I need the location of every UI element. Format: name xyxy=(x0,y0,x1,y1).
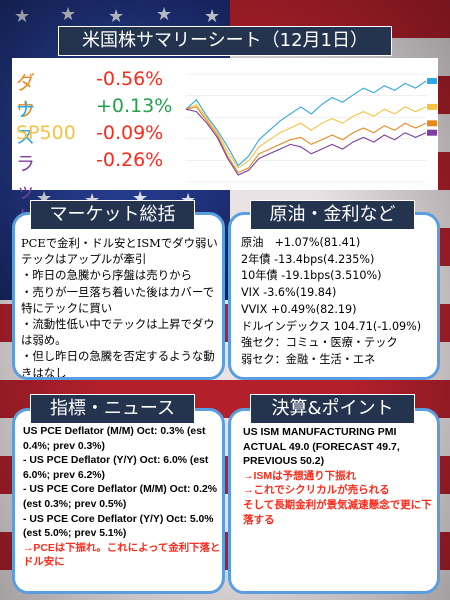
index-summary-panel: ダウ -0.56% ナス +0.13% SP500 -0.09% ラッセル -0… xyxy=(12,58,438,256)
market-summary-header: マーケット総括 xyxy=(30,200,195,230)
rates-box: 原油 +1.07%(81.41) 2年債 -13.4bps(4.235%) 10… xyxy=(228,212,440,380)
page-title: 米国株サマリーシート（12月1日） xyxy=(58,26,392,56)
index-change: -0.26% xyxy=(96,149,164,171)
star-icon: ★ xyxy=(108,6,124,27)
chart-series-line xyxy=(185,106,427,174)
star-icon: ★ xyxy=(60,4,76,25)
rates-line: VVIX +0.49%(82.19) xyxy=(241,302,357,316)
chart-series-line xyxy=(185,108,427,176)
earnings-note: →ISMは予想通り下振れ xyxy=(243,469,357,482)
star-icon: ★ xyxy=(156,4,172,25)
market-summary-text: PCEで金利・ドル安とISMでダウ弱いテックはアップルが牽引 ・昨日の急騰から序… xyxy=(21,235,221,380)
rates-header: 原油・金利など xyxy=(250,200,415,230)
market-line: ・昨日の急騰から序盤は売りから xyxy=(21,268,192,283)
market-line: ・但し昨日の急騰を否定するような動きはなし xyxy=(21,349,215,380)
news-line: - US PCE Core Deflator (Y/Y) Oct: 5.0% (… xyxy=(23,513,214,540)
rates-line: ドルインデックス 104.71(-1.09%) xyxy=(241,319,422,333)
news-text: US PCE Deflator (M/M) Oct: 0.3% (est 0.4… xyxy=(23,425,222,571)
rates-line: VIX -3.6%(19.84) xyxy=(241,286,337,300)
rates-text: 原油 +1.07%(81.41) 2年債 -13.4bps(4.235%) 10… xyxy=(241,235,437,369)
news-line: - US PCE Deflator (Y/Y) Oct: 6.0% (est 6… xyxy=(23,455,209,481)
news-note: →PCEは下振れ。これによって金利下落とドル安に xyxy=(23,542,221,569)
news-box: US PCE Deflator (M/M) Oct: 0.3% (est 0.4… xyxy=(12,408,225,594)
chart-series-end-marker xyxy=(427,120,437,127)
index-change: -0.09% xyxy=(96,122,164,144)
earnings-line: US ISM MANUFACTURING PMI ACTUAL 49.0 (FO… xyxy=(243,426,400,468)
earnings-note: そして長期金利が景気減速懸念で更に下落する xyxy=(243,498,432,526)
chart-series-line xyxy=(185,103,427,169)
chart-series-end-marker xyxy=(427,103,437,110)
index-line-chart xyxy=(182,64,438,190)
market-line: PCEで金利・ドル安とISMでダウ弱いテックはアップルが牽引 xyxy=(21,236,218,267)
index-name: SP500 xyxy=(16,122,76,144)
chart-series-end-marker xyxy=(427,78,437,85)
star-icon: ★ xyxy=(204,6,220,27)
star-icon: ★ xyxy=(14,6,30,27)
earnings-text: US ISM MANUFACTURING PMI ACTUAL 49.0 (FO… xyxy=(243,425,437,527)
news-line: - US PCE Core Deflator (M/M) Oct: 0.2% (… xyxy=(23,484,217,510)
chart-series-end-marker xyxy=(427,129,437,136)
rates-line: 原油 +1.07%(81.41) xyxy=(241,236,361,249)
market-line: ・売りが一旦落ち着いた後はカバーで特にテックに買い xyxy=(21,284,214,315)
market-summary-box: PCEで金利・ドル安とISMでダウ弱いテックはアップルが牽引 ・昨日の急騰から序… xyxy=(12,212,225,380)
news-header: 指標・ニュース xyxy=(30,394,195,424)
index-name: ダウ xyxy=(16,72,36,121)
rates-line: 弱セク：金融・生活・エネ xyxy=(241,352,376,366)
earnings-header: 決算&ポイント xyxy=(250,394,415,424)
index-change: +0.13% xyxy=(96,95,173,117)
index-change: -0.56% xyxy=(96,68,164,90)
rates-line: 2年債 -13.4bps(4.235%) xyxy=(241,252,375,266)
rates-line: 強セク：コミュ・医療・テック xyxy=(241,336,398,350)
earnings-box: US ISM MANUFACTURING PMI ACTUAL 49.0 (FO… xyxy=(228,408,440,594)
news-line: US PCE Deflator (M/M) Oct: 0.3% (est 0.4… xyxy=(23,426,206,452)
rates-line: 10年債 -19.1bps(3.510%) xyxy=(241,269,382,283)
chart-series-line xyxy=(185,80,427,167)
index-name: ナス xyxy=(16,99,36,148)
market-line: ・流動性低い中でテックは上昇でダウは弱め。 xyxy=(21,317,215,348)
earnings-note: →これでシクリカルが売られる xyxy=(243,484,390,497)
